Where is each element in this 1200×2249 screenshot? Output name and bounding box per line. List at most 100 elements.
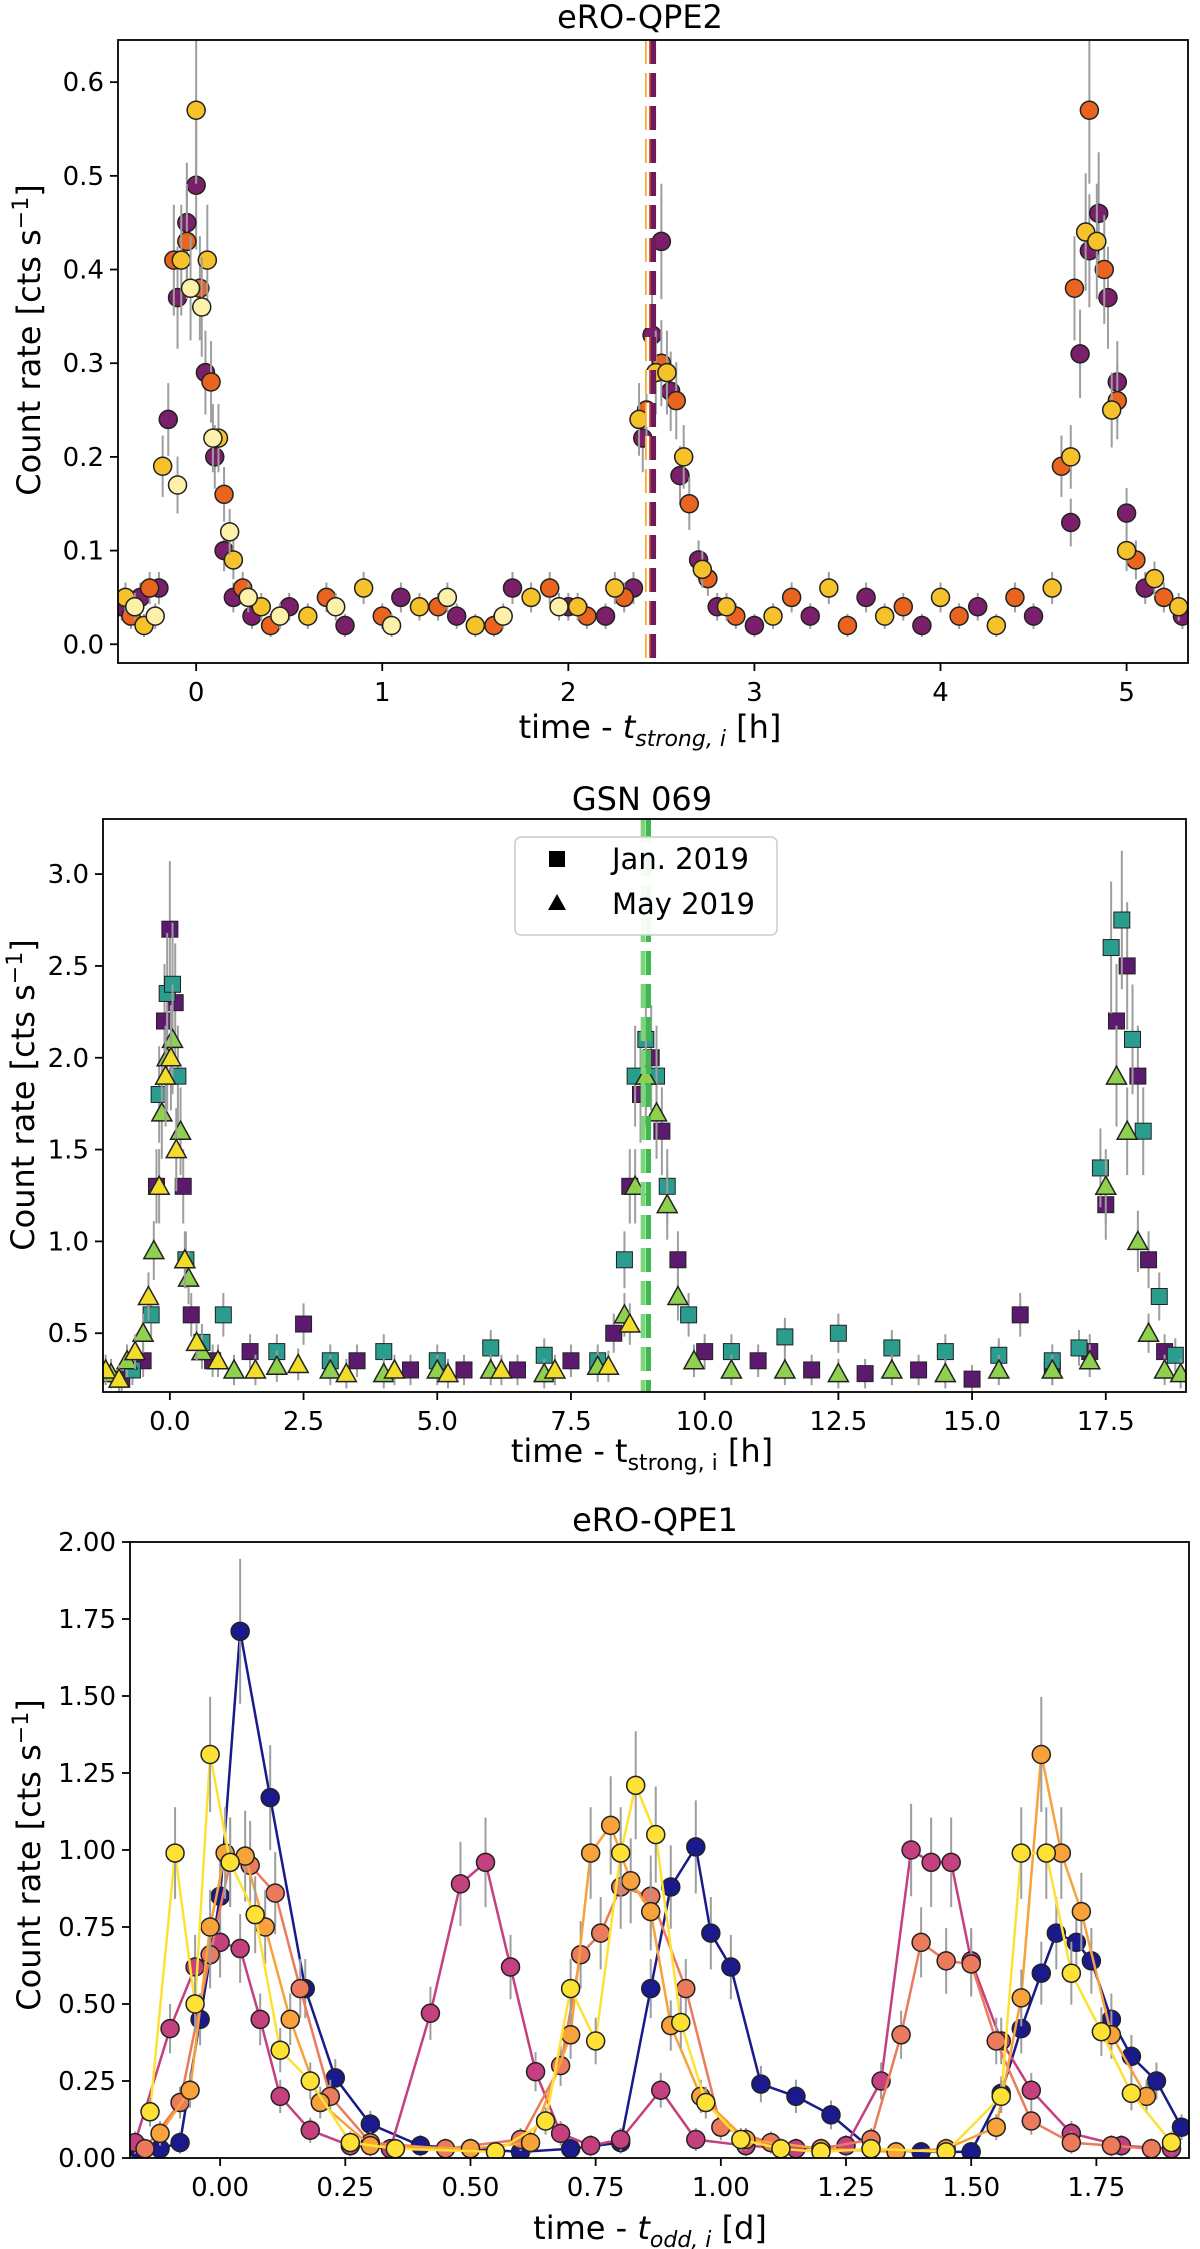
data-point <box>893 597 914 617</box>
x-tick-label: 1.50 <box>942 2173 1000 2203</box>
data-point <box>145 606 165 626</box>
data-point <box>605 578 625 598</box>
panel-gsn-069: GSN 069 0.0 2.5 5.0 7.5 10.0 12.5 15.0 17.5 0.5 1… <box>3 780 1187 1476</box>
x-tick-label: 0.75 <box>567 2173 625 2203</box>
data-point <box>142 1306 160 1324</box>
data-point <box>645 1101 668 1122</box>
data-point <box>446 606 467 626</box>
data-point <box>525 2062 546 2082</box>
data-point <box>670 465 690 486</box>
data-point <box>1161 2132 1182 2153</box>
data-point <box>744 615 765 636</box>
data-point <box>891 2025 911 2045</box>
data-point <box>223 550 244 570</box>
y-tick-label: 1.5 <box>48 1136 89 1166</box>
data-point <box>781 587 802 608</box>
data-point <box>300 2071 321 2091</box>
data-point <box>623 1174 647 1196</box>
data-point <box>1115 1119 1139 1140</box>
data-point <box>669 1251 687 1269</box>
data-point <box>502 578 523 598</box>
data-point <box>164 1138 188 1159</box>
data-point <box>409 597 430 617</box>
data-point <box>550 2123 571 2144</box>
y-tick-label: 1.0 <box>48 1227 89 1257</box>
legend-square-marker <box>549 851 565 867</box>
plot-area: 0.0 2.5 5.0 7.5 10.0 12.5 15.0 17.5 0.5 1.0 1.5 2.0… <box>48 818 1187 1437</box>
y-tick-label: 0.5 <box>48 1319 89 1349</box>
data-point <box>1121 2046 1142 2067</box>
data-point <box>597 1354 620 1376</box>
series-s-yellow <box>140 1696 1182 2158</box>
x-tick-label: 17.5 <box>1077 1407 1135 1437</box>
data-point <box>158 409 178 430</box>
data-point <box>160 2018 180 2039</box>
y-axis-label: Count rate [cts s−1] <box>9 184 48 495</box>
data-point <box>1061 512 1081 533</box>
data-point <box>150 1101 174 1122</box>
data-point <box>986 615 1007 636</box>
data-point <box>666 1284 690 1306</box>
plot-marks <box>118 40 1188 663</box>
y-tick-label: 0.1 <box>63 537 104 567</box>
data-point <box>230 1621 250 1642</box>
x-tick-label: 0.0 <box>149 1407 190 1437</box>
data-point <box>177 1266 200 1287</box>
data-point <box>1031 1963 1052 1983</box>
data-point <box>657 362 677 383</box>
data-point <box>679 493 700 514</box>
data-point <box>161 920 179 938</box>
data-point <box>963 1370 981 1388</box>
data-point <box>535 2111 556 2131</box>
x-tick-label: 1.25 <box>817 2173 875 2203</box>
data-point <box>1101 400 1122 420</box>
data-point <box>549 597 569 617</box>
plot-area: 0.00 0.25 0.50 0.75 1.00 1.25 1.50 1.75 0.00 0.25… <box>58 1528 1190 2203</box>
x-tick-label: 1.75 <box>1067 2173 1125 2203</box>
plot-frame <box>102 818 1187 1393</box>
y-tick-label: 0.0 <box>63 630 104 660</box>
data-point <box>521 587 541 608</box>
data-point <box>1079 100 1100 121</box>
data-point <box>150 2123 170 2144</box>
data-point <box>310 2092 331 2113</box>
data-point <box>605 1324 623 1342</box>
data-point <box>1064 278 1085 299</box>
data-point <box>508 1361 526 1379</box>
data-point <box>580 2135 601 2156</box>
data-point <box>686 2129 706 2150</box>
data-point <box>520 2132 541 2153</box>
data-point <box>142 1239 166 1260</box>
data-point <box>206 1349 230 1370</box>
data-point <box>910 1361 928 1379</box>
data-point <box>1061 1963 1082 1983</box>
x-tick-label: 2.5 <box>283 1407 324 1437</box>
x-tick-label: 12.5 <box>809 1407 867 1437</box>
data-point <box>335 1362 358 1383</box>
series-obs2 <box>121 40 1174 638</box>
data-point <box>821 2105 841 2125</box>
chart-title: eRO-QPE2 <box>557 0 723 36</box>
data-point <box>763 606 783 626</box>
data-point <box>874 606 895 626</box>
data-point <box>921 1852 941 1873</box>
data-point <box>222 1358 246 1379</box>
data-point <box>731 2129 751 2150</box>
data-point <box>600 1815 621 1836</box>
chart-title: GSN 069 <box>572 780 712 818</box>
y-axis-label: Count rate [cts s−1] <box>9 1699 48 2010</box>
x-tick-label: 0.00 <box>191 2173 249 2203</box>
data-point <box>1116 540 1137 561</box>
data-point <box>152 456 173 477</box>
data-point <box>1011 1843 1032 1863</box>
data-point <box>696 2092 716 2113</box>
data-point <box>949 606 969 626</box>
data-point <box>124 597 145 617</box>
data-point <box>934 1362 957 1383</box>
x-tick-label: 3 <box>746 678 763 708</box>
data-point <box>716 597 737 617</box>
data-point <box>241 1343 259 1361</box>
data-point <box>986 2117 1006 2137</box>
y-tick-label: 0.50 <box>58 1990 116 2020</box>
data-point <box>500 1957 521 1977</box>
